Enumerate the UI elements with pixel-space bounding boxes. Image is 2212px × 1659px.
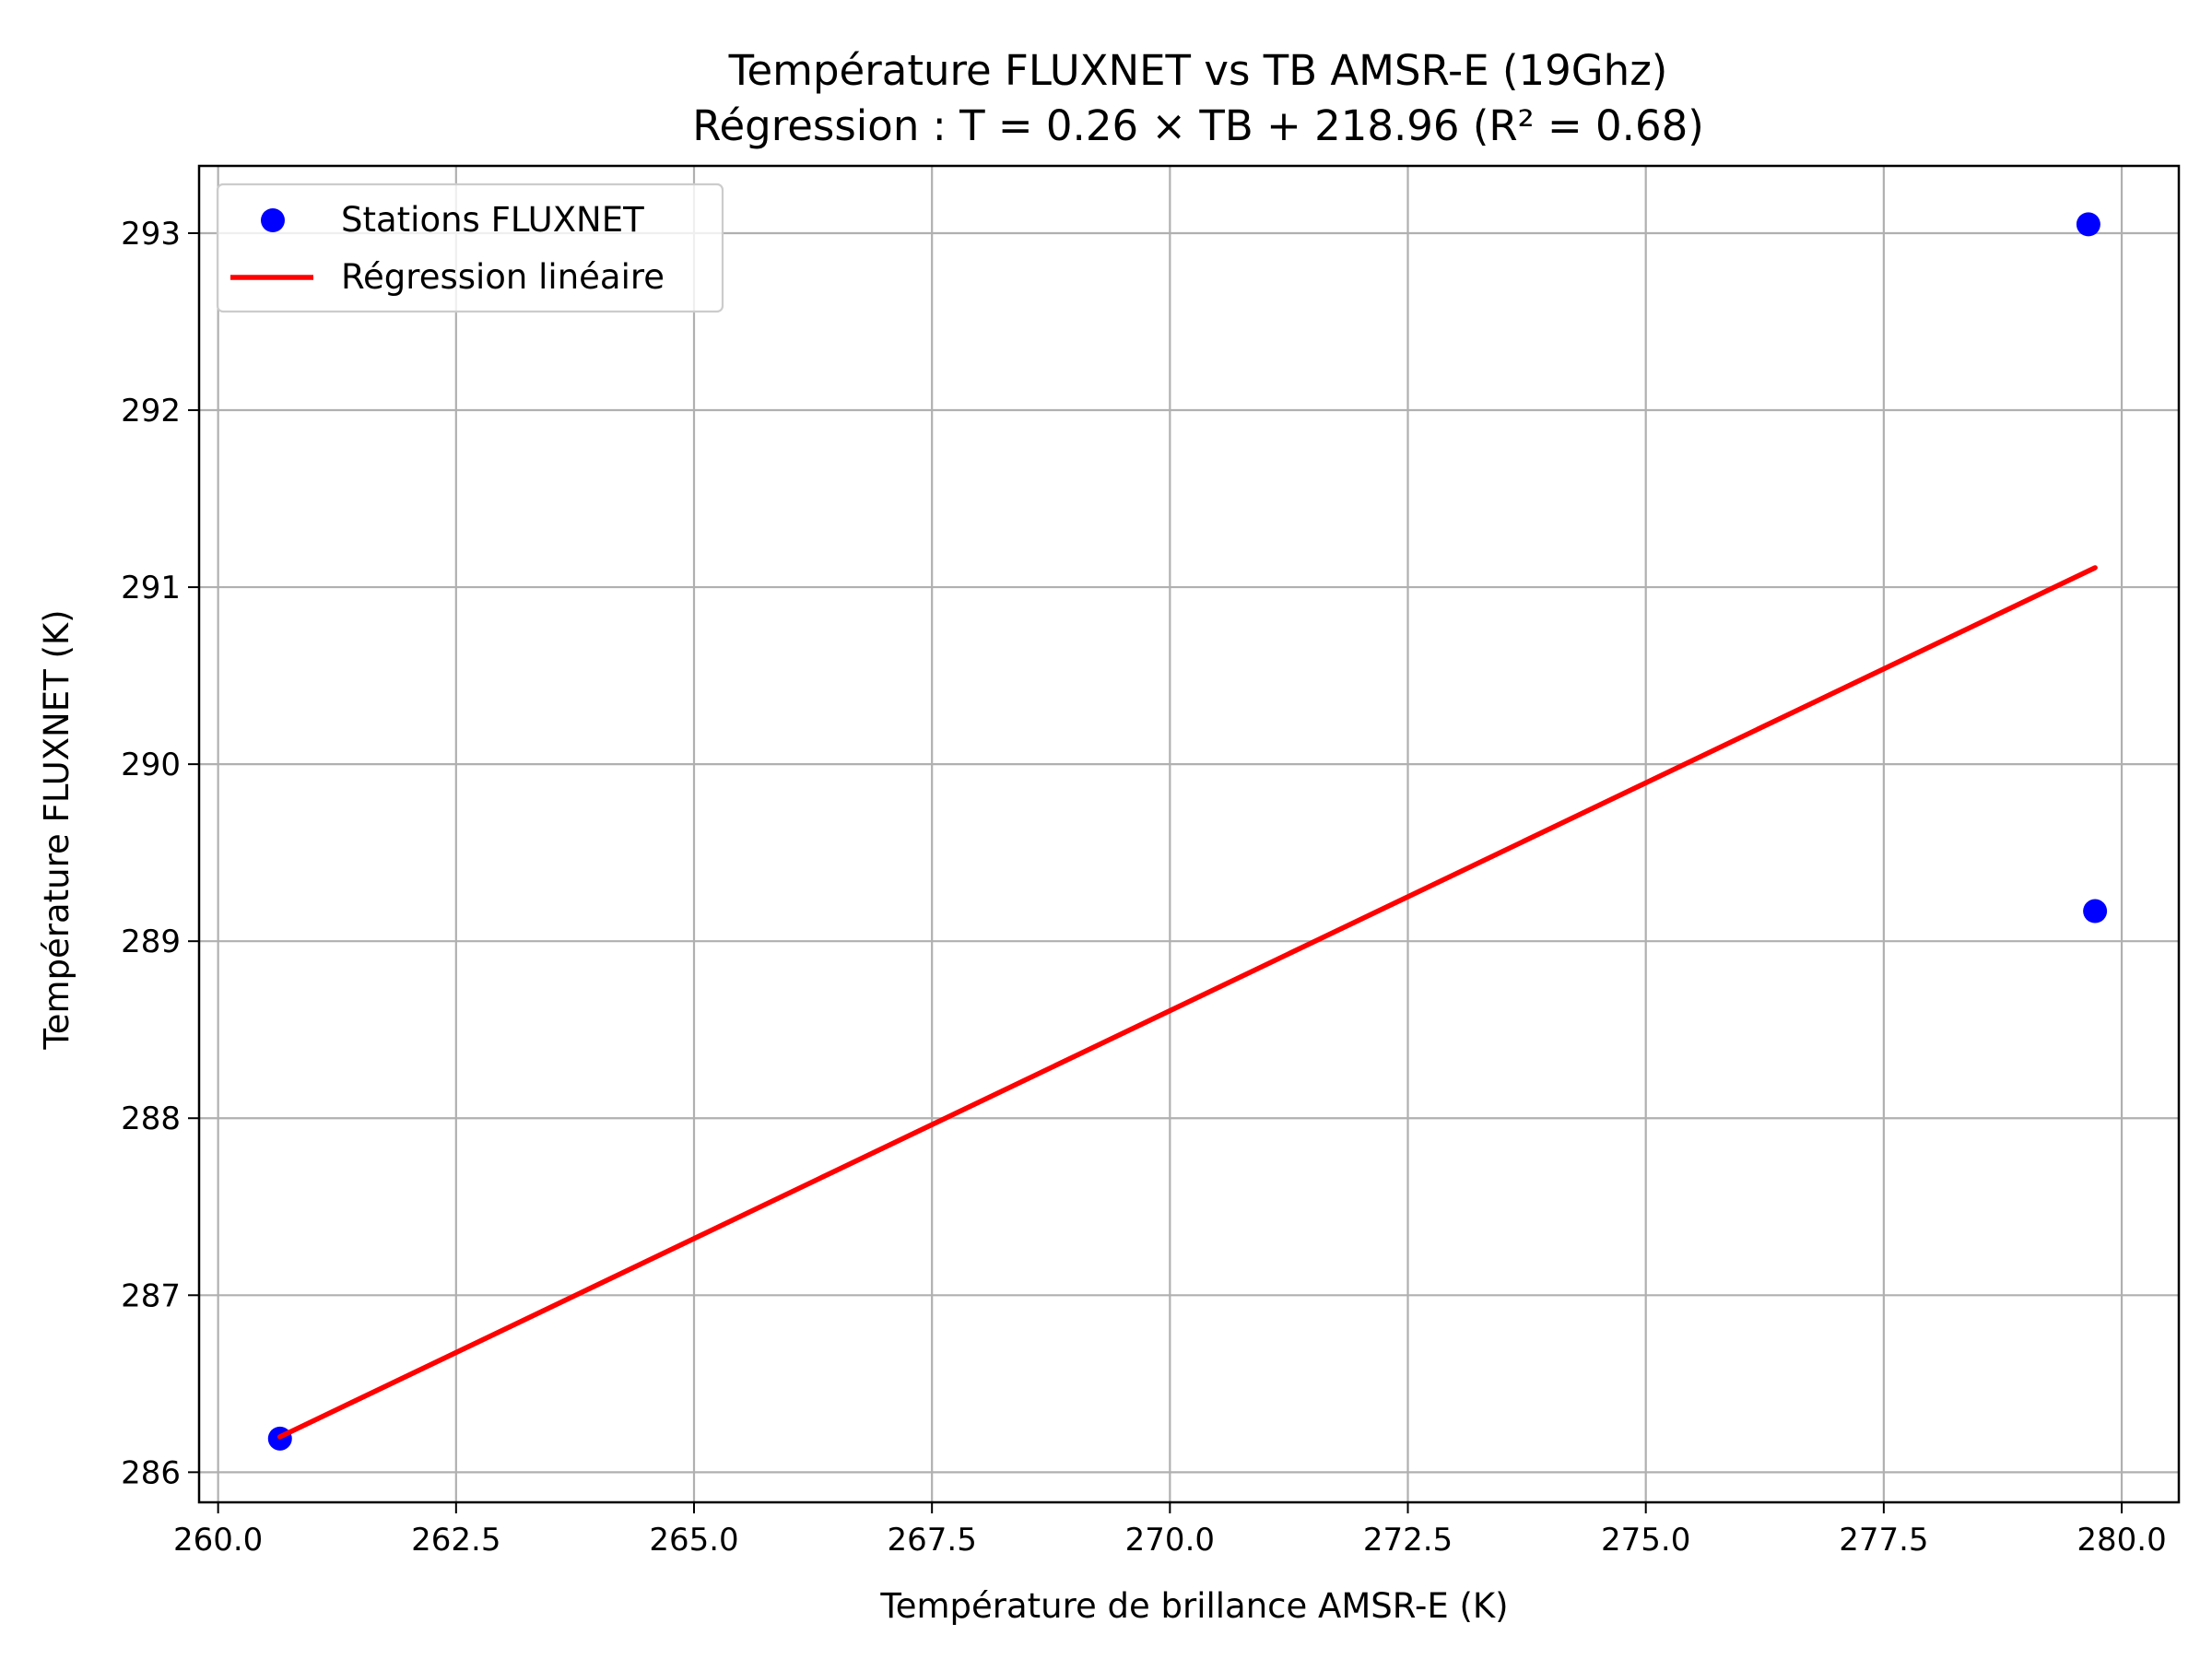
y-tick-label: 289 [121, 924, 181, 960]
regression-line [277, 565, 2098, 1440]
chart-title: Température FLUXNET vs TB AMSR-E (19Ghz) [728, 46, 1668, 95]
legend: Stations FLUXNET Régression linéaire [216, 182, 724, 313]
x-tick-label: 275.0 [1601, 1522, 1690, 1559]
scatter-point [2076, 212, 2100, 237]
x-axis-label: Température de brillance AMSR-E (K) [879, 1586, 1508, 1626]
y-tick-label: 288 [121, 1100, 181, 1137]
grid [199, 166, 2179, 1502]
y-axis: 286 287 288 289 290 291 292 293 [121, 216, 199, 1491]
x-tick-label: 262.5 [411, 1522, 500, 1559]
scatter-point [2083, 899, 2108, 924]
x-tick-label: 270.0 [1125, 1522, 1215, 1559]
x-tick-label: 265.0 [649, 1522, 738, 1559]
y-tick-label: 287 [121, 1277, 181, 1314]
x-tick-label: 267.5 [888, 1522, 977, 1559]
x-tick-label: 277.5 [1839, 1522, 1928, 1559]
y-tick-label: 293 [121, 216, 181, 253]
legend-marker-stations [261, 208, 285, 232]
y-axis-label: Température FLUXNET (K) [37, 609, 76, 1050]
legend-label-regression: Régression linéaire [341, 257, 665, 297]
legend-label-stations: Stations FLUXNET [341, 200, 644, 240]
legend-box [216, 182, 724, 313]
y-tick-label: 286 [121, 1454, 181, 1491]
x-axis: 260.0 262.5 265.0 267.5 270.0 272.5 275.0 277.5… [173, 1502, 2167, 1559]
y-tick-label: 290 [121, 747, 181, 783]
series-layer [267, 212, 2108, 1451]
x-tick-label: 260.0 [173, 1522, 263, 1559]
x-tick-label: 280.0 [2077, 1522, 2166, 1559]
y-tick-label: 292 [121, 393, 181, 429]
plot-area [197, 164, 2181, 1504]
x-tick-label: 272.5 [1363, 1522, 1453, 1559]
y-tick-label: 291 [121, 570, 181, 606]
chart-subtitle: Régression : T = 0.26 × TB + 218.96 (R² … [692, 101, 1704, 150]
